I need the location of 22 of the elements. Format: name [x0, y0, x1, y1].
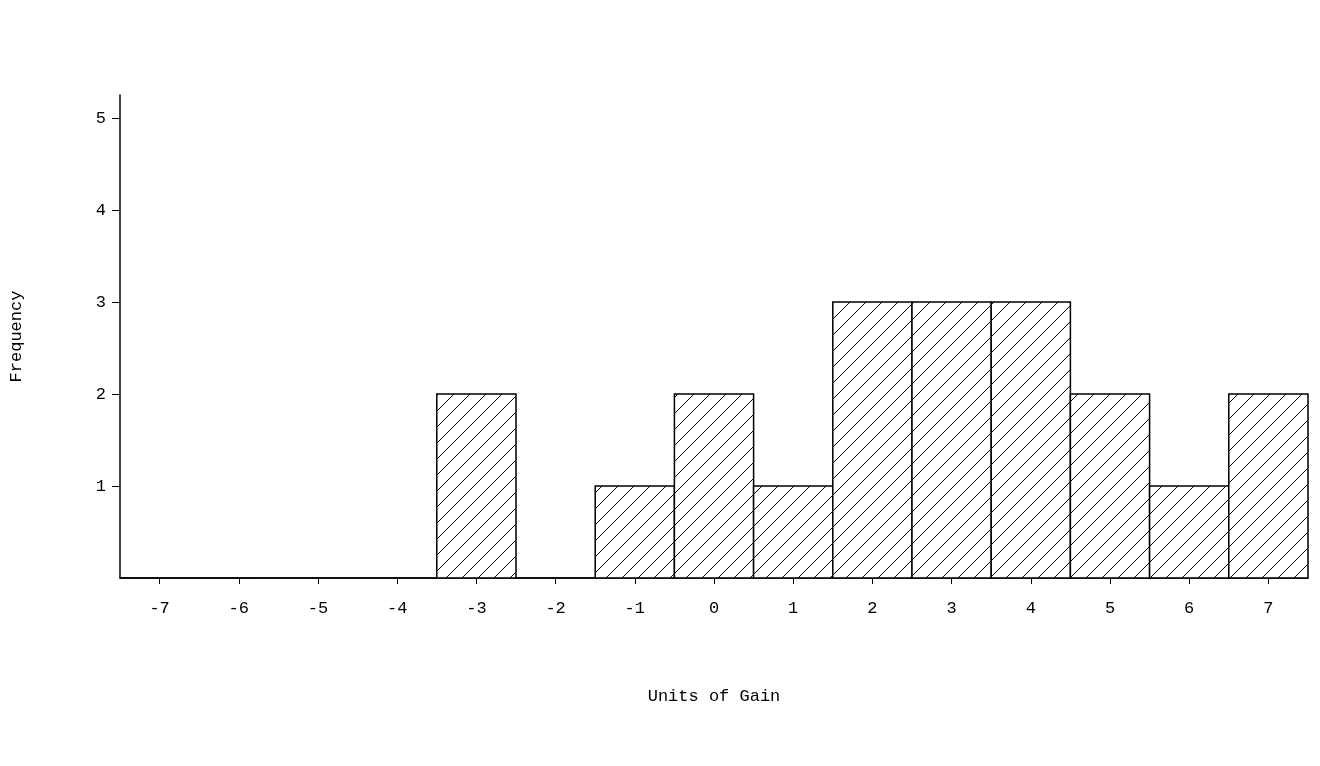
x-tick-label: -5: [307, 599, 329, 618]
x-tick-label: 5: [1104, 599, 1116, 618]
x-tick-label: 1: [788, 599, 799, 618]
x-tick-label: -6: [228, 599, 249, 618]
x-tick-label: 2: [867, 599, 878, 618]
x-axis-title: Units of Gain: [647, 687, 781, 706]
y-axis-title: Frequency: [7, 290, 26, 383]
x-tick-label: -4: [387, 599, 408, 618]
x-tick-label: 3: [946, 599, 957, 618]
x-tick-label: -1: [624, 599, 645, 618]
x-tick-label: -7: [149, 599, 170, 618]
y-tick-label: 3: [95, 292, 106, 312]
y-tick-label: 5: [95, 108, 106, 128]
x-tick-label: 4: [1025, 599, 1036, 618]
y-tick-label: 1: [95, 476, 106, 496]
x-tick-label: 7: [1263, 599, 1274, 618]
x-tick-label: 6: [1184, 599, 1195, 618]
y-tick-label: 2: [95, 384, 106, 404]
y-tick-label: 4: [95, 200, 106, 220]
x-tick-label: -2: [545, 599, 566, 618]
x-tick-label: 0: [708, 599, 720, 618]
x-tick-label: -3: [466, 599, 487, 618]
